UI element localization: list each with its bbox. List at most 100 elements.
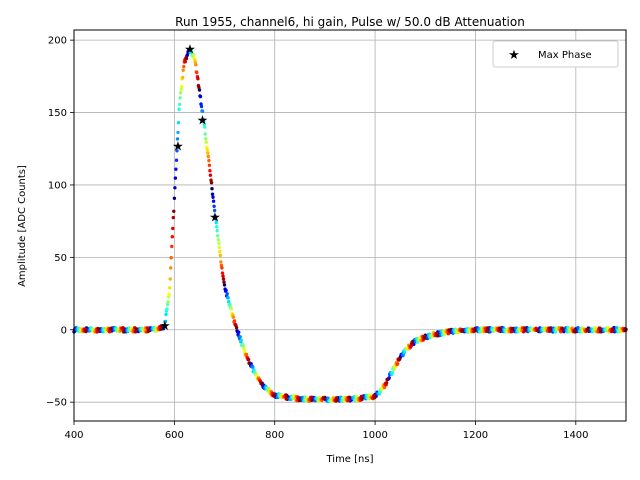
data-point bbox=[199, 104, 204, 109]
data-point bbox=[446, 331, 450, 336]
data-point bbox=[185, 53, 190, 57]
data-point bbox=[201, 119, 206, 123]
data-point bbox=[229, 307, 233, 311]
data-point bbox=[234, 326, 239, 330]
data-point bbox=[222, 280, 226, 284]
data-point bbox=[485, 326, 490, 330]
data-point bbox=[217, 241, 221, 246]
data-point bbox=[218, 250, 222, 254]
data-point bbox=[573, 330, 577, 334]
data-point bbox=[197, 85, 201, 90]
x-tick-label: 1200 bbox=[463, 430, 488, 441]
x-tick-label: 1000 bbox=[362, 430, 387, 441]
y-tick-label: 0 bbox=[61, 325, 67, 336]
data-point bbox=[247, 361, 251, 365]
data-point bbox=[448, 328, 452, 332]
y-tick-label: −50 bbox=[46, 398, 67, 409]
data-point bbox=[204, 140, 208, 144]
data-point bbox=[172, 209, 176, 213]
data-point bbox=[390, 370, 394, 375]
legend: ★ Max Phase bbox=[492, 40, 619, 68]
data-point bbox=[218, 253, 223, 258]
data-point bbox=[214, 220, 218, 225]
data-point bbox=[208, 173, 213, 177]
data-point bbox=[548, 326, 552, 330]
data-point bbox=[164, 312, 168, 317]
data-point bbox=[174, 158, 179, 162]
data-point bbox=[166, 300, 170, 304]
data-point bbox=[251, 365, 255, 369]
data-point bbox=[510, 327, 515, 331]
max-phase-star: ★ bbox=[184, 42, 196, 57]
data-point bbox=[409, 344, 413, 348]
data-point bbox=[179, 87, 183, 92]
data-point bbox=[216, 234, 220, 238]
data-points bbox=[72, 48, 628, 404]
data-point bbox=[246, 357, 251, 362]
data-point bbox=[215, 228, 219, 233]
data-point bbox=[232, 319, 237, 323]
data-point bbox=[96, 327, 101, 331]
data-point bbox=[485, 329, 489, 333]
data-point bbox=[171, 215, 175, 220]
data-point bbox=[121, 326, 125, 330]
data-point bbox=[178, 96, 182, 100]
data-point bbox=[435, 334, 439, 338]
data-point bbox=[173, 176, 178, 180]
data-point bbox=[180, 84, 184, 89]
data-point bbox=[359, 394, 364, 399]
y-axis-label: Amplitude [ADC Counts] bbox=[17, 165, 28, 287]
data-point bbox=[473, 328, 477, 333]
data-point bbox=[147, 328, 151, 332]
data-point bbox=[169, 266, 173, 270]
data-point bbox=[84, 329, 88, 334]
data-point bbox=[200, 109, 205, 114]
data-point bbox=[203, 125, 207, 129]
data-point bbox=[423, 336, 427, 340]
data-point bbox=[285, 393, 289, 397]
data-point bbox=[210, 192, 215, 196]
data-point bbox=[122, 330, 126, 334]
data-point bbox=[410, 340, 414, 344]
data-point bbox=[206, 154, 210, 159]
max-phase-star: ★ bbox=[172, 139, 184, 154]
data-point bbox=[163, 319, 168, 324]
data-point bbox=[382, 385, 387, 390]
max-phase-markers: ★ ★ ★ ★ ★ bbox=[159, 42, 221, 334]
data-point bbox=[168, 286, 172, 290]
data-point bbox=[211, 195, 215, 199]
data-point bbox=[210, 187, 214, 191]
data-point bbox=[172, 196, 177, 200]
data-point bbox=[322, 397, 327, 401]
data-point bbox=[260, 382, 264, 386]
data-point bbox=[509, 330, 514, 334]
data-point bbox=[183, 60, 187, 64]
data-point bbox=[498, 327, 502, 331]
y-tick-label: 150 bbox=[48, 108, 67, 119]
y-tick-label: 100 bbox=[48, 180, 67, 191]
data-point bbox=[212, 204, 216, 208]
data-point bbox=[347, 395, 352, 399]
data-point bbox=[360, 397, 364, 402]
legend-label-max-phase: Max Phase bbox=[538, 50, 592, 61]
data-point bbox=[134, 327, 138, 331]
data-point bbox=[335, 398, 339, 402]
legend-star-icon: ★ bbox=[508, 48, 520, 63]
data-point bbox=[226, 296, 230, 300]
data-point bbox=[205, 147, 209, 152]
data-point bbox=[202, 122, 206, 127]
data-point bbox=[346, 398, 351, 402]
x-tick-label: 400 bbox=[64, 430, 83, 441]
data-point bbox=[586, 328, 590, 332]
data-point bbox=[177, 102, 182, 107]
data-point bbox=[227, 300, 231, 304]
data-point bbox=[175, 137, 180, 141]
data-point bbox=[213, 214, 217, 218]
data-point bbox=[181, 75, 185, 80]
data-point bbox=[378, 390, 382, 394]
data-point bbox=[165, 307, 169, 311]
data-point bbox=[242, 348, 247, 352]
y-tick-label: 50 bbox=[54, 253, 67, 264]
data-point bbox=[385, 377, 389, 382]
data-point bbox=[598, 326, 602, 330]
